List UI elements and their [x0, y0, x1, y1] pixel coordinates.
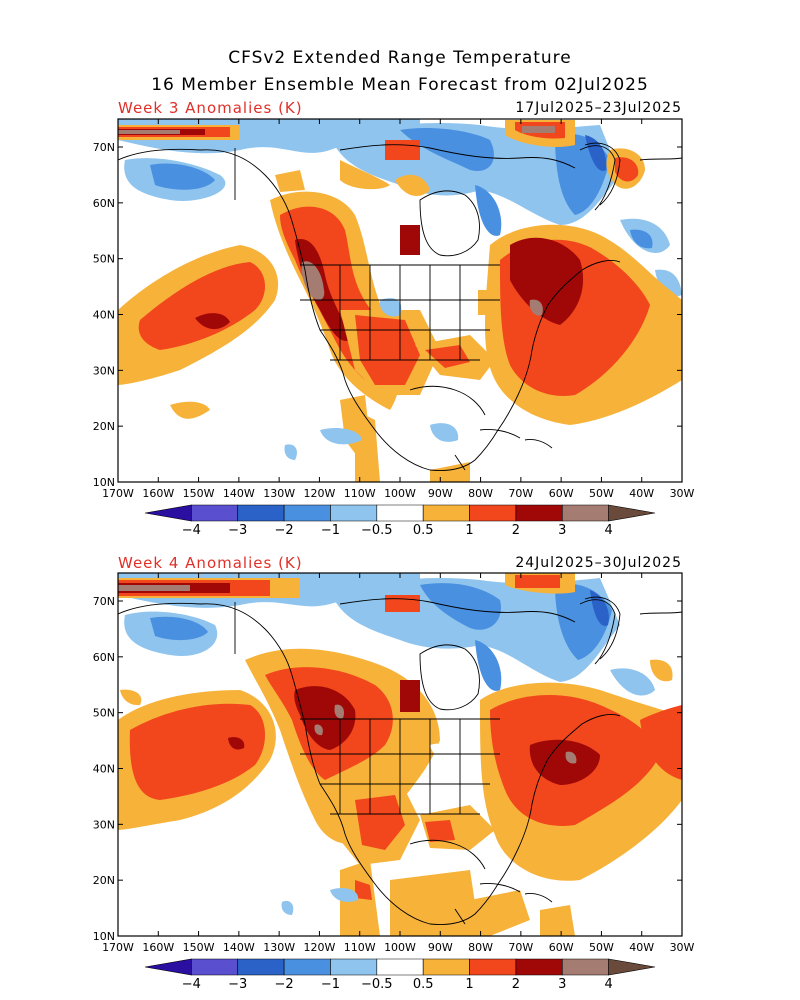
colorbar-swatch: [191, 958, 239, 976]
colorbar-swatch: [330, 958, 378, 976]
title-line-1: CFSv2 Extended Range Temperature: [228, 48, 572, 68]
lon-label: 80W: [468, 487, 493, 500]
colorbar-tick: −0.5: [361, 977, 393, 992]
lon-label: 130W: [263, 941, 295, 954]
lon-label: 100W: [384, 941, 416, 954]
lon-label: 140W: [223, 487, 255, 500]
lat-label: 50N: [93, 707, 115, 720]
colorbar-swatch: [561, 958, 609, 976]
lat-label: 70N: [93, 595, 115, 608]
lat-label: 20N: [93, 874, 115, 887]
lon-label: 90W: [428, 941, 453, 954]
lon-label: 100W: [384, 487, 416, 500]
lon-label: 30W: [670, 487, 695, 500]
colorbar-tick: 2: [512, 523, 520, 538]
lon-label: 50W: [589, 487, 614, 500]
colorbar-tick: 4: [604, 523, 612, 538]
week4-label: Week 4 Anomalies (K): [118, 554, 303, 572]
colorbar-swatch: [608, 958, 656, 976]
colorbar-swatch: [422, 504, 470, 522]
lon-label: 40W: [629, 941, 654, 954]
lon-label: 150W: [183, 941, 215, 954]
lon-label: 150W: [183, 487, 215, 500]
lat-label: 60N: [93, 197, 115, 210]
lon-label: 90W: [428, 487, 453, 500]
lon-label: 160W: [142, 941, 174, 954]
week3-map: [118, 119, 682, 482]
colorbar-swatch: [469, 504, 517, 522]
lat-label: 40N: [93, 763, 115, 776]
colorbar-tick: 1: [465, 523, 473, 538]
colorbar-swatch: [144, 958, 192, 976]
axes: 170W 160W 150W 140W 130W 120W 110W 100W 90W 80W 70…: [93, 119, 695, 954]
lon-label: 140W: [223, 941, 255, 954]
lat-label: 70N: [93, 141, 115, 154]
lon-label: 170W: [102, 487, 134, 500]
colorbar-swatch: [422, 958, 470, 976]
title-line-2: 16 Member Ensemble Mean Forecast from 02…: [151, 75, 649, 95]
colorbar: −4 −3 −2 −1 −0.5 0.5 1 2 3 4: [144, 504, 656, 538]
colorbar-swatch: [515, 958, 563, 976]
colorbars: −4 −3 −2 −1 −0.5 0.5 1 2 3 4 −4 −3 −2 −1 −0.5 0.5 1 2 3 4: [144, 504, 656, 992]
colorbar-swatch: [469, 958, 517, 976]
colorbar-swatch: [376, 958, 424, 976]
colorbar-tick: 3: [558, 977, 566, 992]
lon-label: 160W: [142, 487, 174, 500]
lat-label: 40N: [93, 309, 115, 322]
lat-label: 10N: [93, 930, 115, 943]
colorbar-tick: 0.5: [413, 523, 434, 538]
colorbar-swatch: [376, 504, 424, 522]
lon-label: 130W: [263, 487, 295, 500]
lon-label: 110W: [344, 941, 376, 954]
colorbar-swatch: [237, 504, 285, 522]
colorbar-tick: −1: [321, 523, 340, 538]
colorbar-tick: −4: [182, 523, 201, 538]
colorbar-swatch: [515, 504, 563, 522]
colorbar-tick: −4: [182, 977, 201, 992]
lon-label: 70W: [508, 487, 533, 500]
lon-label: 60W: [549, 487, 574, 500]
week3-dates: 17Jul2025–23Jul2025: [515, 100, 682, 116]
colorbar-swatch: [561, 504, 609, 522]
colorbar-swatch: [608, 504, 656, 522]
colorbar-swatch: [283, 504, 331, 522]
colorbar-tick: 4: [604, 977, 612, 992]
lat-label: 10N: [93, 476, 115, 489]
colorbar-tick: 1: [465, 977, 473, 992]
colorbar-tick: −2: [275, 977, 294, 992]
lon-label: 60W: [549, 941, 574, 954]
week4-dates: 24Jul2025–30Jul2025: [515, 555, 682, 571]
lat-label: 60N: [93, 651, 115, 664]
colorbar-swatch: [144, 504, 192, 522]
lat-label: 30N: [93, 818, 115, 831]
colorbar-tick: 2: [512, 977, 520, 992]
colorbar-swatch: [237, 958, 285, 976]
lon-label: 120W: [303, 487, 335, 500]
colorbar-tick: 0.5: [413, 977, 434, 992]
colorbar-tick: −1: [321, 977, 340, 992]
colorbar-swatch: [191, 504, 239, 522]
colorbar-tick: −3: [228, 977, 247, 992]
lon-label: 170W: [102, 941, 134, 954]
colorbar-tick: −0.5: [361, 523, 393, 538]
lat-label: 50N: [93, 253, 115, 266]
colorbar: −4 −3 −2 −1 −0.5 0.5 1 2 3 4: [144, 958, 656, 992]
colorbar-swatch: [283, 958, 331, 976]
colorbar-swatch: [330, 504, 378, 522]
lon-label: 80W: [468, 941, 493, 954]
lat-label: 20N: [93, 420, 115, 433]
colorbar-tick: 3: [558, 523, 566, 538]
lon-label: 30W: [670, 941, 695, 954]
lat-label: 30N: [93, 364, 115, 377]
week3-label: Week 3 Anomalies (K): [118, 99, 303, 117]
colorbar-tick: −3: [228, 523, 247, 538]
lon-label: 110W: [344, 487, 376, 500]
lon-label: 70W: [508, 941, 533, 954]
lon-label: 50W: [589, 941, 614, 954]
colorbar-tick: −2: [275, 523, 294, 538]
lon-label: 40W: [629, 487, 654, 500]
lon-label: 120W: [303, 941, 335, 954]
